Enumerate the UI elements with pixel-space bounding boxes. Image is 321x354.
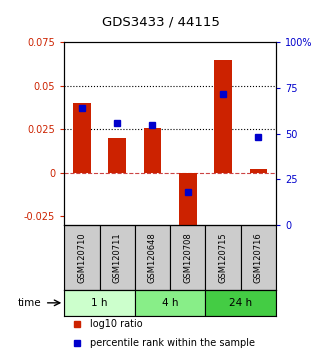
Text: GSM120648: GSM120648: [148, 232, 157, 282]
Bar: [100, 225, 135, 290]
Text: GSM120711: GSM120711: [113, 232, 122, 282]
Text: 24 h: 24 h: [229, 298, 252, 308]
Text: GSM120708: GSM120708: [183, 232, 192, 282]
Bar: [64, 290, 135, 316]
Text: log10 ratio: log10 ratio: [90, 319, 142, 329]
Text: 4 h: 4 h: [162, 298, 178, 308]
Bar: [135, 225, 170, 290]
Text: GSM120716: GSM120716: [254, 232, 263, 282]
Bar: [73, 103, 91, 173]
Bar: [143, 127, 161, 173]
Text: GSM120715: GSM120715: [219, 232, 228, 282]
Bar: [241, 225, 276, 290]
Bar: [249, 169, 267, 173]
Bar: [64, 225, 100, 290]
Bar: [170, 225, 205, 290]
Bar: [205, 290, 276, 316]
Text: 1 h: 1 h: [91, 298, 108, 308]
Text: percentile rank within the sample: percentile rank within the sample: [90, 338, 255, 348]
Bar: [214, 60, 232, 173]
Bar: [205, 225, 241, 290]
Bar: [108, 138, 126, 173]
Text: time: time: [18, 298, 41, 308]
Text: GSM120710: GSM120710: [77, 232, 86, 282]
Bar: [179, 173, 196, 225]
Text: GDS3433 / 44115: GDS3433 / 44115: [101, 16, 220, 29]
Bar: [135, 290, 205, 316]
